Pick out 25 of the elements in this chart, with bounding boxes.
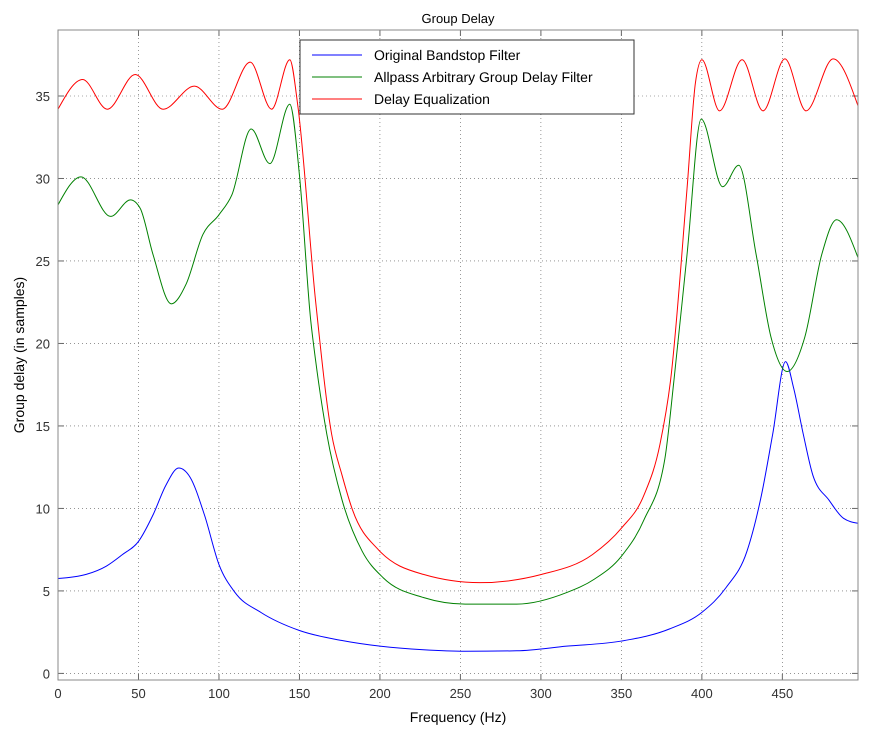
y-axis-title: Group delay (in samples)	[11, 276, 27, 434]
legend-label: Original Bandstop Filter	[374, 47, 521, 63]
y-tick-label: 0	[42, 666, 50, 682]
x-tick-label: 50	[131, 686, 146, 701]
y-tick-label: 30	[36, 171, 50, 186]
x-tick-label: 150	[288, 686, 310, 701]
legend-label: Allpass Arbitrary Group Delay Filter	[374, 69, 593, 85]
x-tick-label: 0	[54, 686, 62, 701]
x-tick-label: 450	[771, 686, 794, 701]
x-tick-label: 100	[208, 686, 230, 701]
x-tick-label: 200	[369, 686, 391, 701]
x-tick-label: 350	[610, 686, 632, 701]
line-series	[58, 361, 858, 652]
x-tick-label: 300	[530, 686, 552, 701]
chart-title: Group Delay	[422, 11, 495, 26]
x-axis-title: Frequency (Hz)	[410, 709, 506, 725]
x-tick-label: 250	[450, 686, 472, 701]
y-tick-label: 5	[42, 584, 50, 599]
legend-label: Delay Equalization	[374, 91, 490, 107]
x-tick-label: 400	[691, 686, 713, 701]
y-tick-label: 10	[36, 501, 50, 516]
y-tick-label: 15	[36, 418, 50, 434]
y-tick-label: 20	[36, 336, 50, 352]
y-tick-label: 35	[36, 88, 50, 104]
y-tick-label: 25	[36, 254, 50, 269]
